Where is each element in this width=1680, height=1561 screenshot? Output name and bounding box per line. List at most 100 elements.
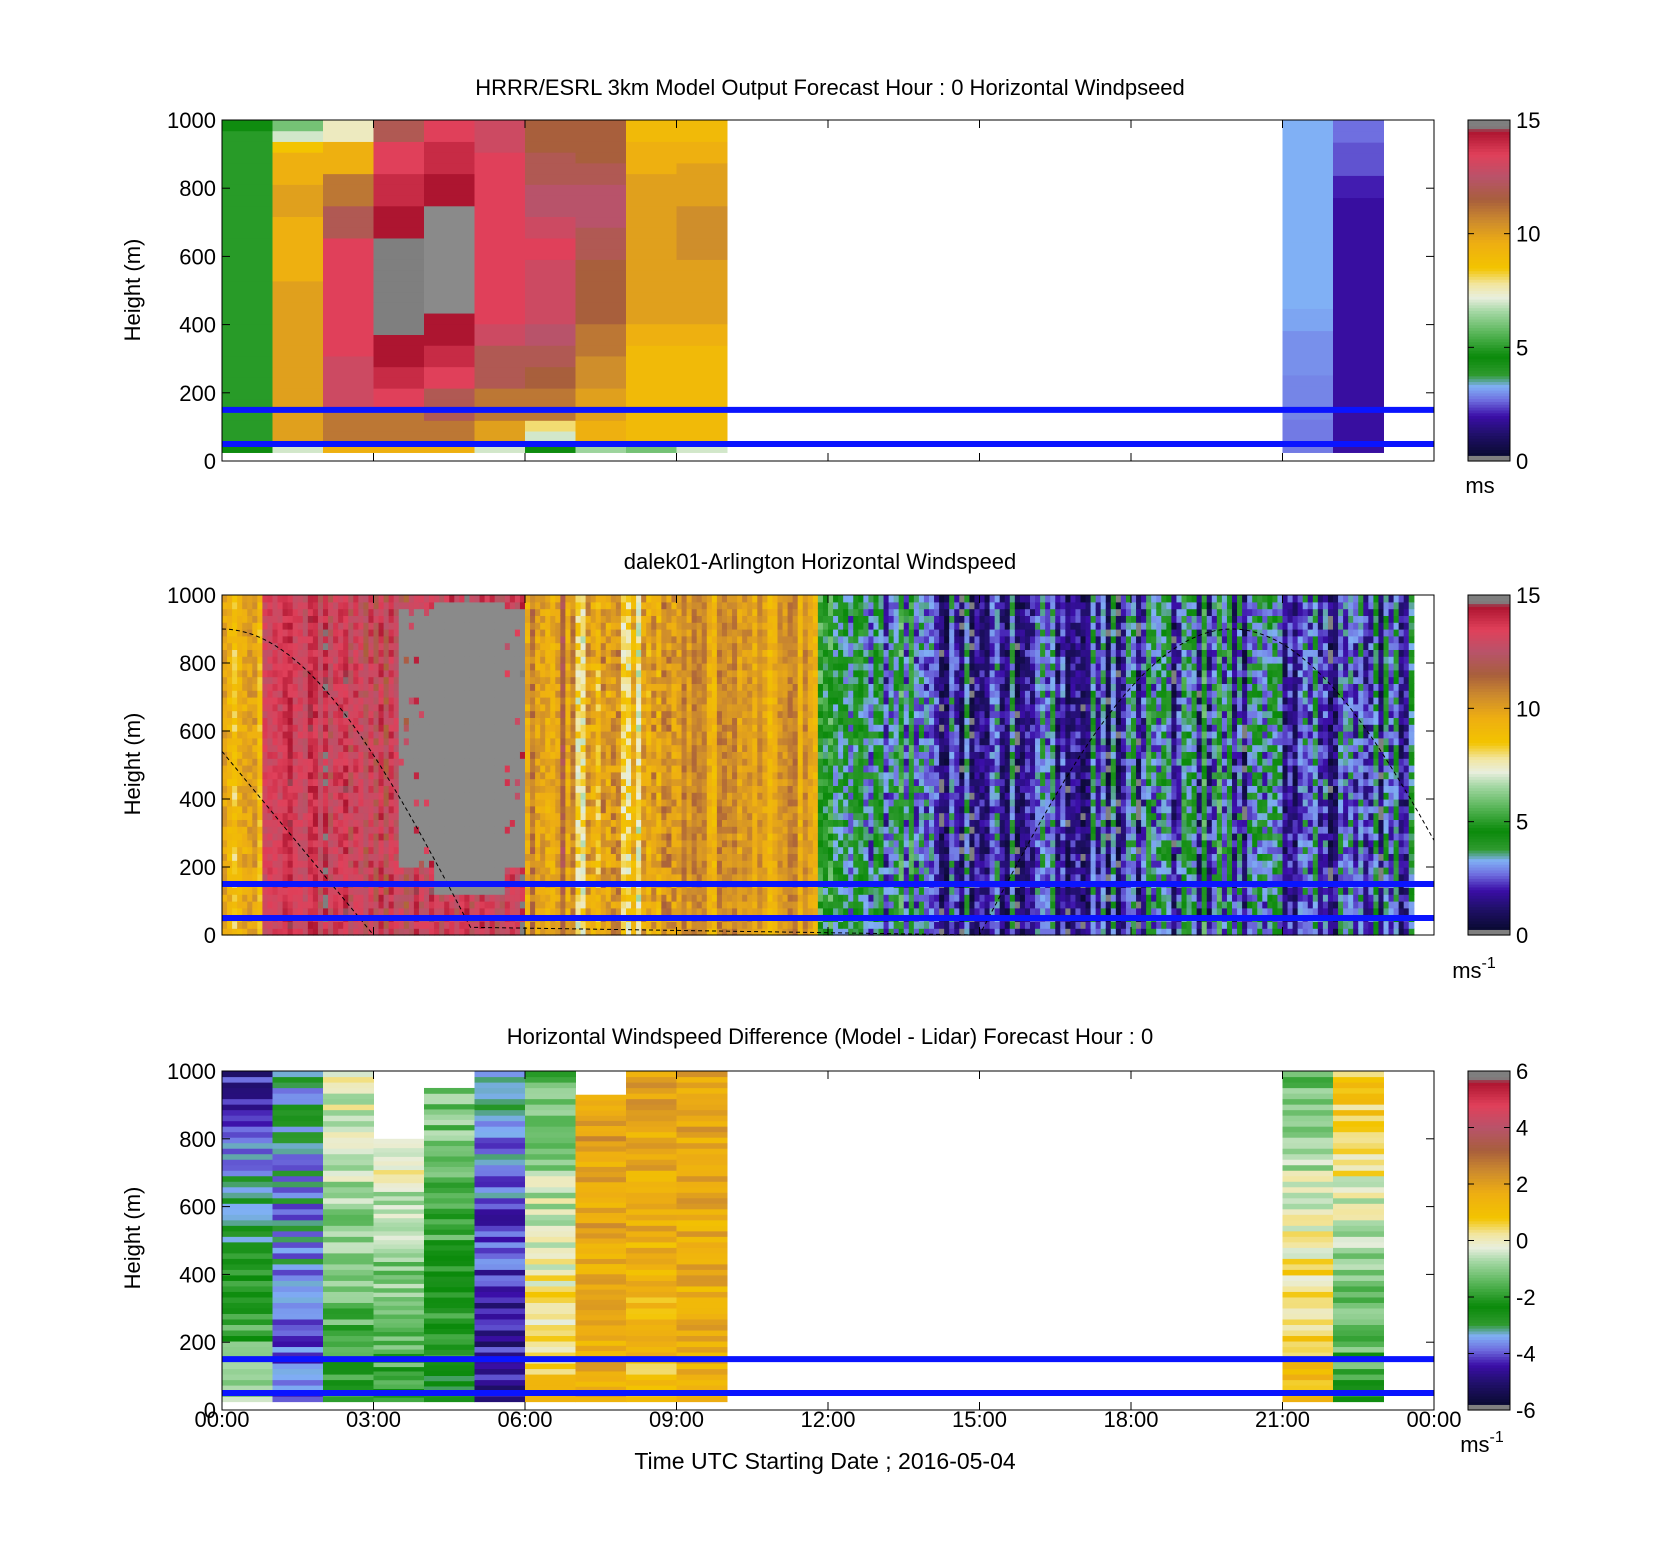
heatmap-cell (232, 819, 238, 827)
colorbar-swatch (1468, 253, 1510, 257)
heatmap-cell (287, 853, 294, 861)
heatmap-cell (499, 744, 506, 752)
heatmap-cell (424, 291, 475, 303)
heatmap-cell (646, 751, 652, 759)
heatmap-cell (540, 846, 546, 854)
heatmap-cell (307, 669, 314, 678)
heatmap-cell (348, 901, 354, 909)
heatmap-cell (550, 690, 556, 698)
heatmap-cell (474, 907, 481, 916)
heatmap-cell (393, 595, 400, 603)
heatmap-cell (636, 717, 642, 725)
heatmap-cell (272, 676, 279, 684)
heatmap-cell (227, 595, 233, 603)
heatmap-cell (393, 669, 400, 678)
heatmap-cell (459, 731, 465, 739)
heatmap-cell (312, 867, 319, 875)
heatmap-cell (494, 649, 501, 657)
heatmap-cell (328, 649, 334, 657)
heatmap-cell (312, 717, 319, 725)
heatmap-cell (560, 731, 566, 739)
heatmap-cell (222, 731, 228, 739)
heatmap-cell (530, 860, 536, 868)
heatmap-cell (535, 724, 541, 732)
heatmap-cell (585, 819, 592, 827)
heatmap-cell (565, 839, 572, 848)
heatmap-cell (232, 758, 238, 766)
heatmap-cell (545, 615, 551, 623)
heatmap-cell (292, 669, 299, 678)
heatmap-cell (605, 778, 612, 786)
heatmap-cell (348, 928, 354, 936)
heatmap-cell (257, 928, 263, 936)
heatmap-cell (383, 635, 390, 644)
heatmap-cell (550, 805, 556, 814)
heatmap-cell (666, 839, 673, 848)
heatmap-cell (343, 608, 349, 616)
heatmap-cell (489, 765, 496, 773)
heatmap-cell (651, 717, 657, 725)
heatmap-cell (449, 805, 455, 814)
heatmap-cell (297, 724, 304, 732)
heatmap-cell (575, 812, 582, 820)
heatmap-cell (378, 683, 385, 691)
heatmap-cell (429, 601, 435, 610)
heatmap-cell (540, 894, 546, 902)
colorbar-swatch (1468, 151, 1510, 155)
heatmap-cell (1333, 297, 1384, 309)
heatmap-cell (560, 595, 566, 603)
heatmap-cell (651, 907, 657, 916)
heatmap-cell (287, 710, 294, 718)
heatmap-cell (328, 792, 334, 800)
heatmap-cell (666, 663, 673, 671)
heatmap-cell (540, 826, 546, 834)
heatmap-cell (489, 751, 496, 759)
heatmap-cell (408, 676, 415, 684)
heatmap-cell (661, 731, 667, 739)
heatmap-cell (585, 649, 592, 657)
heatmap-cell (408, 765, 415, 773)
heatmap-cell (353, 873, 359, 882)
heatmap-cell (651, 703, 657, 712)
heatmap-cell (585, 853, 592, 861)
heatmap-cell (454, 601, 460, 610)
heatmap-cell (323, 731, 329, 739)
heatmap-cell (333, 615, 339, 623)
heatmap-cell (232, 887, 238, 895)
heatmap-cell (292, 792, 299, 800)
heatmap-cell (504, 799, 511, 807)
heatmap-cell (459, 833, 465, 841)
heatmap-cell (656, 595, 662, 603)
heatmap-cell (272, 697, 279, 705)
heatmap-cell (227, 765, 233, 773)
heatmap-cell (323, 642, 329, 650)
heatmap-cell (282, 860, 289, 868)
heatmap-cell (358, 819, 364, 827)
heatmap-cell (565, 717, 572, 725)
heatmap-cell (525, 216, 576, 228)
heatmap-cell (297, 826, 304, 834)
heatmap-cell (479, 601, 486, 610)
heatmap-cell (474, 642, 481, 650)
heatmap-cell (343, 642, 349, 650)
heatmap-cell (560, 608, 566, 616)
heatmap-cell (424, 595, 430, 603)
heatmap-cell (560, 873, 566, 882)
heatmap-cell (535, 805, 541, 814)
heatmap-cell (656, 656, 662, 664)
heatmap-cell (323, 259, 374, 271)
heatmap-cell (661, 601, 667, 610)
heatmap-cell (499, 792, 506, 800)
heatmap-cell (429, 751, 435, 759)
heatmap-cell (464, 649, 471, 657)
heatmap-cell (408, 697, 415, 705)
heatmap-cell (388, 812, 395, 820)
colorbar-swatch (1468, 281, 1510, 286)
heatmap-cell (363, 737, 370, 746)
heatmap-cell (302, 826, 309, 834)
heatmap-cell (575, 860, 582, 868)
heatmap-cell (418, 663, 425, 671)
heatmap-cell (525, 377, 576, 389)
heatmap-cell (252, 873, 258, 882)
heatmap-cell (247, 744, 253, 752)
